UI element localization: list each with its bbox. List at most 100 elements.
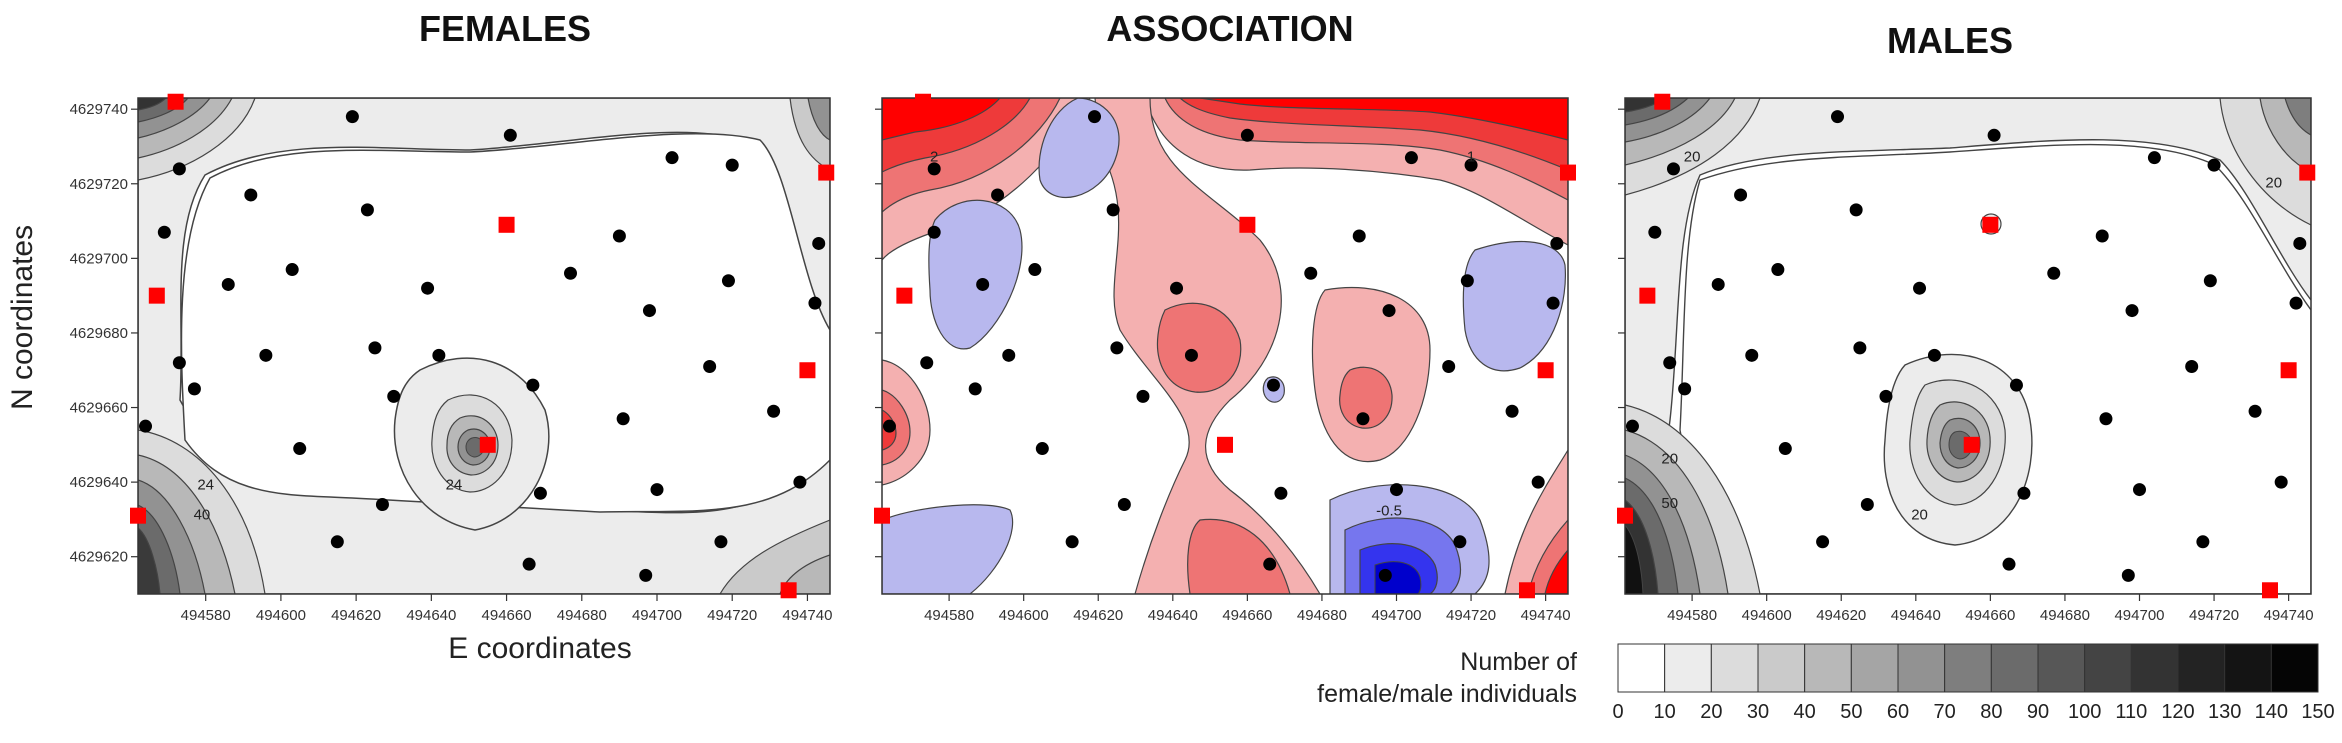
x-tick-label: 494680 [557, 607, 607, 624]
trap-point [172, 356, 186, 370]
trap-point [533, 486, 547, 500]
trap-point [650, 483, 664, 497]
x-tick-label: 494620 [1073, 607, 1123, 624]
legend-title: Number of female/male individuals [1317, 646, 1577, 710]
trap-point [1266, 378, 1280, 392]
trap-point [244, 188, 258, 202]
trap-point [1546, 296, 1560, 310]
trap-point [368, 341, 382, 355]
legend-swatch [1897, 643, 1946, 693]
legend-tick-label: 100 [2068, 701, 2101, 723]
trap-point [2095, 229, 2109, 243]
trap-point [1240, 128, 1254, 142]
trap-point [1263, 557, 1277, 571]
y-tick-label: 4629680 [70, 325, 128, 342]
sampling-site-marker [1617, 507, 1633, 524]
trap-point [2121, 568, 2135, 582]
panel-title-association: ASSOCIATION [1106, 8, 1354, 49]
trap-point [2147, 151, 2161, 165]
legend-tick-label: 50 [1840, 701, 1862, 723]
trap-point [642, 304, 656, 318]
legend-tick-label: 60 [1887, 701, 1909, 723]
trap-point [345, 110, 359, 124]
trap-point [387, 389, 401, 403]
legend-tick-label: 150 [2301, 701, 2334, 723]
legend-swatch [1990, 643, 2039, 693]
females-plot-frame [137, 97, 831, 595]
trap-point [1531, 475, 1545, 489]
x-tick-label: 494580 [1667, 607, 1717, 624]
panel-title-females: FEMALES [418, 8, 591, 49]
legend-swatch [2177, 643, 2226, 693]
trap-point [1860, 497, 1874, 511]
trap-point [1390, 483, 1403, 497]
sampling-site-marker [498, 216, 515, 233]
legend-tick-label: 40 [1794, 701, 1816, 723]
panel-title-males: MALES [1887, 20, 2013, 61]
x-tick-label: 494640 [1891, 607, 1941, 624]
legend-swatch [1664, 643, 1712, 693]
legend-tick-label: 110 [2115, 701, 2147, 723]
y-tick-label: 4629720 [70, 176, 128, 193]
trap-point [808, 296, 822, 310]
sampling-site-marker [1982, 216, 1999, 233]
trap-point [1352, 229, 1366, 243]
sampling-site-marker [167, 93, 184, 110]
sampling-site-marker [1963, 436, 1980, 453]
contour-label: 20 [1661, 450, 1678, 467]
contour-label: 20 [1911, 506, 1928, 523]
trap-point [2009, 378, 2023, 392]
trap-point [1106, 203, 1120, 217]
trap-point [991, 188, 1005, 202]
trap-point [927, 162, 941, 176]
trap-point [1442, 360, 1456, 374]
y-tick-label: 4629660 [70, 400, 128, 417]
trap-point [1378, 568, 1392, 582]
x-tick-label: 494620 [331, 607, 381, 624]
legend-swatch [1850, 643, 1899, 693]
trap-point [1002, 348, 1016, 362]
association-plot-frame [881, 97, 1569, 595]
trap-point [1666, 162, 1680, 176]
sampling-site-marker [799, 362, 816, 379]
trap-point [976, 277, 990, 291]
sampling-site-marker [2261, 582, 2278, 599]
sampling-site-marker [1560, 164, 1576, 181]
x-tick-label: 494580 [924, 607, 974, 624]
trap-point [1028, 263, 1042, 277]
trap-point [2274, 475, 2288, 489]
trap-point [1625, 419, 1639, 433]
legend-title-line1: Number of [1460, 648, 1577, 676]
contour-label: 40 [194, 506, 211, 523]
trap-point [1663, 356, 1677, 370]
contour-label: -0.5 [1376, 503, 1402, 520]
legend-swatch [1710, 643, 1759, 693]
trap-point [1065, 535, 1079, 549]
x-tick-label: 494740 [1521, 607, 1571, 624]
sampling-site-marker [818, 164, 835, 181]
trap-point [157, 225, 171, 239]
trap-point [616, 412, 630, 426]
legend-tick-label: 20 [1700, 701, 1722, 723]
sampling-site-marker [896, 287, 913, 304]
legend-tick-label: 80 [1980, 701, 2002, 723]
x-tick-label: 494660 [1222, 607, 1272, 624]
trap-point [2125, 304, 2139, 318]
x-tick-label: 494700 [632, 607, 682, 624]
trap-point [1170, 281, 1184, 295]
y-tick-label: 4629640 [70, 474, 128, 491]
trap-point [1184, 348, 1198, 362]
legend-swatch [2270, 643, 2319, 693]
x-tick-label: 494680 [2040, 607, 2090, 624]
trap-point [767, 404, 781, 418]
trap-point [2133, 483, 2146, 497]
trap-point [1879, 389, 1893, 403]
trap-point [1711, 277, 1725, 291]
trap-point [522, 557, 536, 571]
contour-label: 24 [197, 477, 214, 494]
sampling-site-marker [1239, 216, 1256, 233]
y-tick-label: 4629740 [70, 101, 128, 118]
sampling-site-marker [2299, 164, 2316, 181]
x-tick-label: 494620 [1816, 607, 1866, 624]
trap-point [1464, 158, 1478, 172]
